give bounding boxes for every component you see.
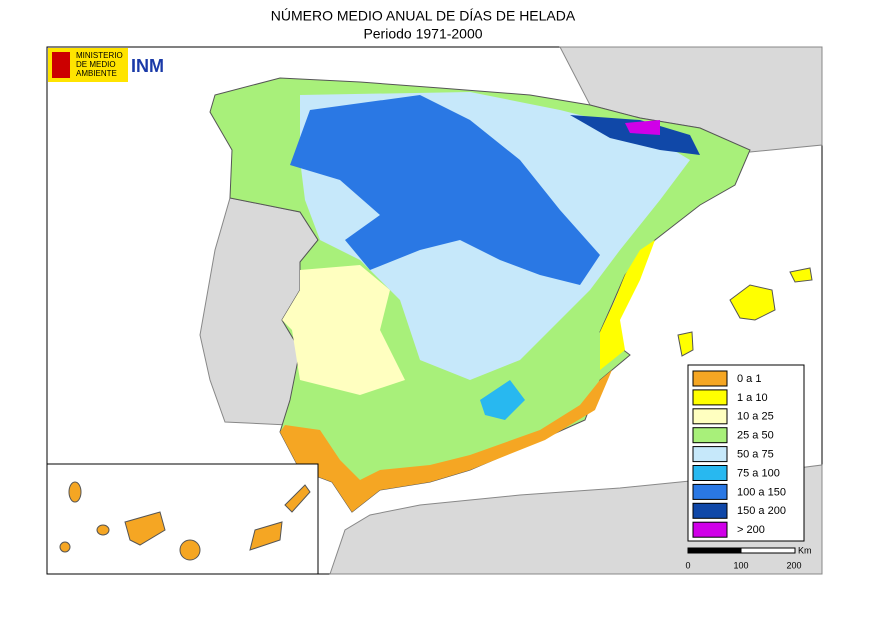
legend-swatch	[692, 502, 728, 519]
scale-label: 0	[685, 560, 690, 570]
scale-segment	[687, 547, 742, 554]
zone-100-150	[290, 95, 600, 285]
subtitle: Periodo 1971-2000	[363, 26, 482, 42]
title: NÚMERO MEDIO ANUAL DE DÍAS DE HELADA	[271, 8, 576, 24]
legend-label: 25 a 50	[737, 430, 774, 442]
legend-label: 1 a 10	[737, 392, 768, 404]
legend-swatch	[692, 370, 728, 387]
coat-of-arms	[52, 52, 70, 78]
island	[96, 524, 110, 536]
legend-swatch	[692, 465, 728, 481]
ibiza	[677, 331, 694, 357]
logo: MINISTERIO DE MEDIO AMBIENTE INM	[48, 48, 164, 82]
legend-label: > 200	[737, 524, 765, 536]
zone-10-25	[282, 265, 405, 395]
zone-south-blue	[480, 380, 525, 420]
agency-logo: INM	[131, 56, 164, 76]
legend-label: 100 a 150	[737, 486, 786, 498]
legend: 0 a 1 1 a 10 10 a 25 25 a 50 50 a 75 75 a 100…	[692, 370, 786, 538]
legend-swatch	[692, 389, 728, 406]
legend-swatch	[692, 427, 728, 444]
island	[59, 541, 71, 553]
zone-over-200	[625, 120, 660, 135]
scale-unit: Km	[798, 545, 812, 555]
scale-bar: Km 0 100 200	[685, 545, 811, 570]
scale-label: 200	[786, 560, 801, 570]
legend-swatch	[692, 446, 728, 463]
inset-frame	[46, 463, 319, 575]
logo-text: AMBIENTE	[76, 69, 117, 78]
legend-label: 0 a 1	[737, 373, 761, 385]
scale-segment	[740, 547, 796, 554]
island	[284, 484, 311, 513]
legend-label: 75 a 100	[737, 467, 780, 479]
canary-inset	[46, 463, 319, 575]
island	[68, 481, 82, 503]
map	[46, 46, 823, 575]
mallorca	[729, 284, 776, 321]
menorca	[789, 267, 813, 283]
legend-swatch	[692, 483, 728, 500]
island	[249, 521, 283, 551]
scale-label: 100	[733, 560, 748, 570]
island	[179, 539, 201, 561]
island	[124, 511, 166, 546]
legend-swatch	[692, 408, 728, 425]
zone-east-coast	[600, 240, 655, 370]
legend-label: 10 a 25	[737, 411, 774, 423]
logo-text: DE MEDIO	[76, 60, 116, 69]
logo-text: MINISTERIO	[76, 51, 123, 60]
legend-label: 50 a 75	[737, 449, 774, 461]
legend-label: 150 a 200	[737, 505, 786, 517]
zone-150-200	[570, 115, 700, 155]
legend-swatch	[692, 521, 728, 538]
